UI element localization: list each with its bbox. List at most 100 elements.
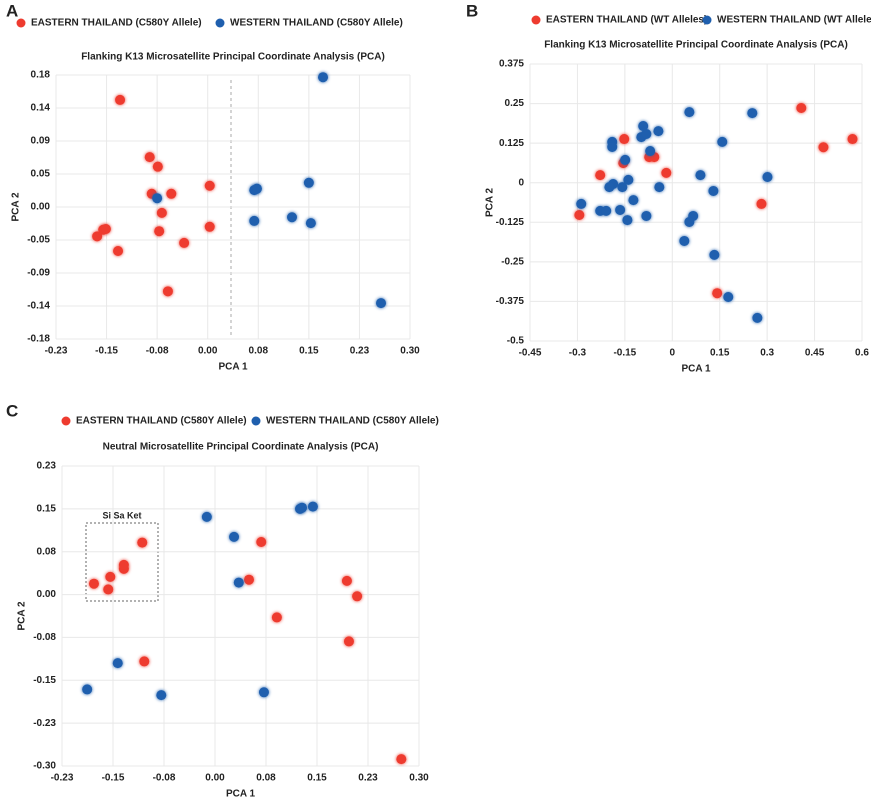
point: [258, 687, 269, 698]
y-axis-label: PCA 2: [17, 601, 28, 631]
y-tick-label: 0.18: [31, 70, 51, 81]
x-tick-label: 0.45: [805, 348, 825, 359]
point: [113, 246, 124, 256]
y-tick-label: -0.08: [33, 632, 56, 643]
y-tick-label: -0.30: [33, 761, 56, 772]
y-tick-label: 0.23: [37, 461, 57, 472]
legend-marker: [531, 15, 541, 25]
point: [204, 180, 215, 191]
point: [343, 636, 354, 647]
point: [653, 126, 664, 137]
point: [574, 210, 585, 221]
x-tick-label: 0.30: [400, 346, 420, 357]
panel-label: B: [466, 1, 478, 20]
y-tick-label: -0.375: [496, 296, 525, 307]
point: [684, 216, 695, 227]
point: [152, 193, 163, 204]
point: [628, 195, 639, 206]
point: [115, 94, 126, 105]
legend-marker: [16, 18, 26, 28]
point: [376, 298, 387, 309]
point: [341, 575, 352, 586]
x-tick-label: 0.15: [710, 348, 730, 359]
point: [307, 501, 318, 512]
x-tick-label: -0.15: [95, 346, 118, 357]
point: [305, 218, 316, 229]
x-tick-label: -0.08: [146, 346, 169, 357]
x-tick-label: 0.15: [307, 773, 327, 784]
x-axis-label: PCA 1: [226, 789, 256, 800]
point: [723, 291, 734, 302]
point: [708, 185, 719, 196]
y-tick-label: -0.125: [496, 217, 525, 228]
y-tick-label: 0.125: [499, 138, 524, 149]
x-tick-label: 0.15: [299, 346, 319, 357]
point: [303, 177, 314, 188]
point: [144, 152, 155, 163]
panel-label: C: [6, 401, 18, 420]
point: [695, 170, 706, 181]
point: [679, 235, 690, 246]
point: [756, 198, 767, 209]
point: [752, 312, 763, 323]
point: [256, 537, 267, 547]
point: [118, 559, 129, 570]
chart-title: Neutral Microsatellite Principal Coordin…: [103, 442, 379, 453]
x-tick-label: 0.08: [256, 773, 276, 784]
x-tick-label: 0.00: [205, 773, 225, 784]
point: [576, 198, 587, 209]
point: [105, 571, 116, 582]
point: [271, 612, 282, 623]
point: [287, 212, 297, 223]
point: [747, 108, 758, 119]
point: [796, 103, 807, 114]
point: [622, 215, 633, 226]
y-tick-label: -0.23: [33, 718, 56, 729]
y-tick-label: -0.25: [501, 256, 524, 267]
point: [641, 210, 652, 221]
point: [762, 172, 773, 183]
point: [100, 224, 111, 234]
panel-label: A: [6, 1, 18, 20]
legend-label: WESTERN THAILAND (WT Alleles): [717, 15, 871, 26]
y-tick-label: -0.15: [33, 675, 56, 686]
point: [396, 754, 407, 765]
point: [352, 591, 363, 602]
y-tick-label: -0.05: [27, 235, 50, 246]
legend-label: EASTERN THAILAND (C580Y Allele): [31, 18, 202, 29]
point: [156, 207, 167, 218]
y-tick-label: 0.25: [505, 98, 525, 109]
point: [619, 134, 630, 145]
point: [137, 537, 148, 548]
y-tick-label: 0: [518, 177, 524, 188]
annotation-box: [85, 522, 159, 602]
point: [684, 107, 695, 118]
point: [139, 656, 150, 667]
y-tick-label: 0.15: [37, 503, 57, 514]
point: [620, 154, 631, 165]
x-tick-label: -0.23: [45, 346, 68, 357]
x-tick-label: 0.30: [409, 773, 429, 784]
point: [604, 182, 615, 193]
point: [162, 286, 173, 297]
point: [201, 511, 212, 522]
point: [297, 502, 308, 513]
y-tick-label: 0.14: [31, 103, 51, 114]
point: [318, 72, 329, 83]
x-tick-label: 0.00: [198, 346, 218, 357]
point: [595, 170, 606, 181]
y-tick-label: 0.375: [499, 59, 524, 70]
y-tick-label: 0.08: [37, 546, 57, 557]
y-axis-label: PCA 2: [485, 188, 496, 218]
point: [82, 684, 93, 695]
y-tick-label: 0.09: [31, 136, 51, 147]
point: [233, 577, 244, 588]
point: [112, 658, 123, 669]
point: [654, 182, 665, 193]
legend-marker: [215, 18, 225, 28]
x-tick-label: -0.23: [51, 773, 74, 784]
point: [709, 249, 720, 260]
point: [717, 136, 728, 147]
y-tick-label: -0.18: [27, 334, 50, 345]
x-tick-label: -0.45: [519, 348, 542, 359]
